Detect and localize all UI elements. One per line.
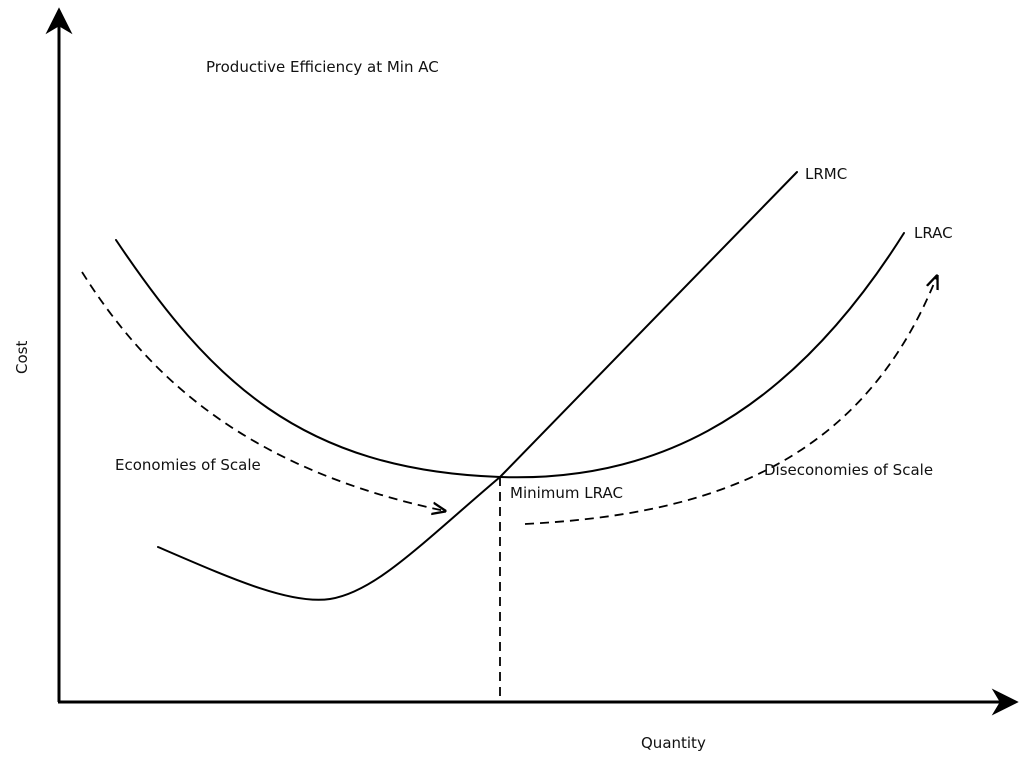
lrmc-label: LRMC: [805, 165, 847, 183]
minimum-lrac-label: Minimum LRAC: [510, 484, 623, 502]
diseconomies-of-scale-label: Diseconomies of Scale: [764, 461, 933, 479]
y-axis-label: Cost: [13, 341, 31, 374]
economies-of-scale-label: Economies of Scale: [115, 456, 261, 474]
lrmc-curve: [157, 171, 798, 601]
lrac-label: LRAC: [914, 224, 953, 242]
lrac-curve: [115, 232, 905, 479]
x-axis-label: Quantity: [641, 734, 706, 752]
economies-of-scale-arrow: [81, 271, 445, 511]
diagram-title: Productive Efficiency at Min AC: [206, 58, 439, 76]
